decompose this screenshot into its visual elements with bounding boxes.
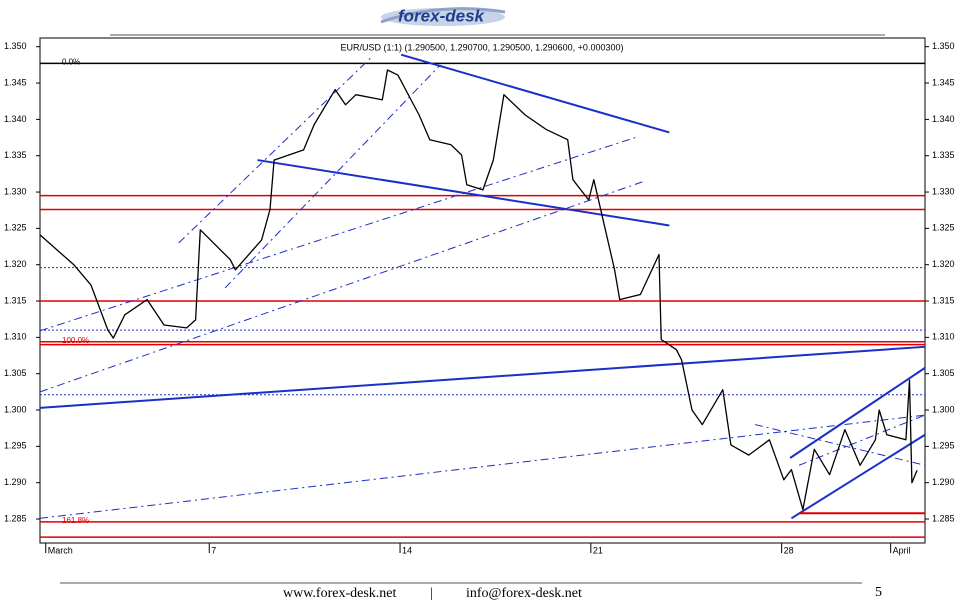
x-tick-label: 28 [784,545,794,555]
logo: forex-desk [398,6,486,25]
y-tick-label: 1.295 [4,441,27,451]
y-tick-label: 1.300 [4,404,27,414]
y-tick-label-right: 1.295 [932,441,955,451]
trend-line [39,181,643,393]
x-tick-label: April [893,545,911,555]
y-tick-label: 1.305 [4,368,27,378]
y-tick-label: 1.320 [4,259,27,269]
y-tick-label-right: 1.340 [932,114,955,124]
x-tick-label: 21 [593,545,603,555]
y-tick-label-right: 1.320 [932,259,955,269]
x-tick-label: March [48,545,73,555]
y-tick-label-right: 1.305 [932,368,955,378]
y-tick-label: 1.340 [4,114,27,124]
trend-line [789,367,926,459]
y-tick-label: 1.285 [4,513,27,523]
y-tick-label: 1.325 [4,223,27,233]
y-tick-label: 1.335 [4,150,27,160]
y-tick-label: 1.290 [4,477,27,487]
logo-arc [380,7,506,24]
footer-email[interactable]: info@forex-desk.net [466,586,582,601]
fib-label: 161.8% [62,516,89,525]
x-tick-label: 7 [211,545,216,555]
trend-line [39,137,636,332]
y-tick-label-right: 1.350 [932,41,955,51]
y-tick-label: 1.315 [4,295,27,305]
trend-line [178,56,373,244]
chart-title: EUR/USD (1:1) (1.290500, 1.290700, 1.290… [341,42,624,52]
x-tick-label: 14 [402,545,412,555]
y-tick-label: 1.350 [4,41,27,51]
y-tick-label-right: 1.345 [932,77,955,87]
y-tick-label: 1.345 [4,77,27,87]
trend-line [39,345,926,409]
y-tick-label: 1.330 [4,186,27,196]
trend-line [257,159,670,227]
y-tick-label-right: 1.310 [932,332,955,342]
price-line [39,69,918,511]
footer-separator: | [430,586,433,601]
trend-line [798,414,926,466]
y-tick-label-right: 1.330 [932,186,955,196]
trend-line [400,53,670,134]
trend-line [754,424,926,466]
page-number: 5 [875,585,882,600]
y-tick-label-right: 1.315 [932,295,955,305]
y-tick-label-right: 1.325 [932,223,955,233]
fib-label: 0.0% [62,58,80,67]
y-tick-label-right: 1.335 [932,150,955,160]
y-tick-label-right: 1.285 [932,513,955,523]
trend-line [790,433,926,520]
trend-line [224,64,441,289]
y-tick-label-right: 1.300 [932,404,955,414]
trend-line [39,414,926,519]
fib-label: 100.0% [62,336,89,345]
plot-frame [39,37,926,544]
y-tick-label-right: 1.290 [932,477,955,487]
y-tick-label: 1.310 [4,332,27,342]
footer-website[interactable]: www.forex-desk.net [283,586,396,601]
